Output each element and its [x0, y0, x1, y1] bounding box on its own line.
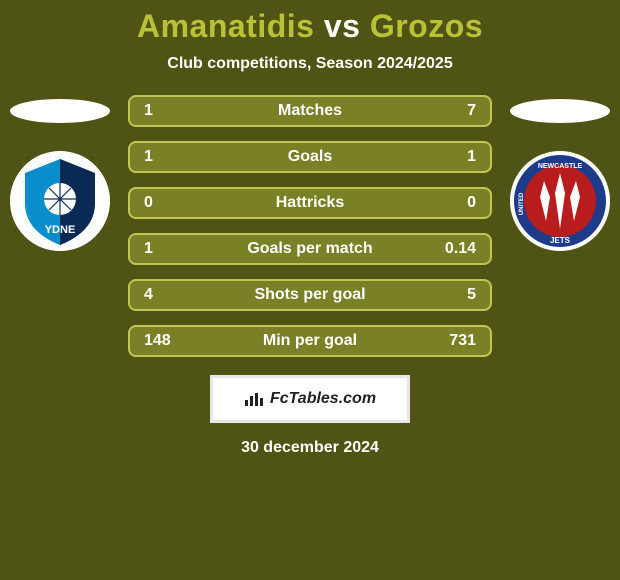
title-separator: vs [324, 8, 361, 44]
stat-label: Min per goal [200, 332, 420, 350]
stat-row-min-per-goal: 148 Min per goal 731 [128, 325, 492, 357]
date-label: 30 december 2024 [241, 439, 379, 457]
stat-row-goals: 1 Goals 1 [128, 141, 492, 173]
svg-text:UNITED: UNITED [519, 192, 525, 215]
page-title: Amanatidis vs Grozos [137, 8, 483, 45]
stat-left-value: 1 [144, 240, 200, 258]
stat-left-value: 1 [144, 148, 200, 166]
comparison-card: Amanatidis vs Grozos Club competitions, … [0, 0, 620, 580]
stat-left-value: 0 [144, 194, 200, 212]
stat-label: Goals [200, 148, 420, 166]
stat-right-value: 0 [420, 194, 476, 212]
club-logo-right: NEWCASTLE JETS UNITED [510, 151, 610, 251]
comparison-body: YDNE 1 Matches 7 1 Goals 1 0 Hattricks 0… [0, 95, 620, 357]
stat-left-value: 148 [144, 332, 200, 350]
stat-right-value: 731 [420, 332, 476, 350]
stat-row-hattricks: 0 Hattricks 0 [128, 187, 492, 219]
source-badge: FcTables.com [210, 375, 410, 423]
source-badge-text: FcTables.com [270, 390, 376, 408]
title-player-right: Grozos [370, 8, 483, 44]
stat-row-goals-per-match: 1 Goals per match 0.14 [128, 233, 492, 265]
stat-label: Goals per match [200, 240, 420, 258]
club-logo-left: YDNE [10, 151, 110, 251]
stats-table: 1 Matches 7 1 Goals 1 0 Hattricks 0 1 Go… [120, 95, 500, 357]
newcastle-jets-logo-icon: NEWCASTLE JETS UNITED [510, 151, 610, 251]
svg-text:YDNE: YDNE [45, 224, 76, 236]
stat-row-matches: 1 Matches 7 [128, 95, 492, 127]
stat-label: Shots per goal [200, 286, 420, 304]
sydney-fc-logo-icon: YDNE [10, 151, 110, 251]
title-player-left: Amanatidis [137, 8, 314, 44]
svg-text:JETS: JETS [550, 236, 571, 245]
player-right-column: NEWCASTLE JETS UNITED [500, 95, 620, 251]
stat-right-value: 5 [420, 286, 476, 304]
player-left-column: YDNE [0, 95, 120, 251]
bar-chart-icon [244, 391, 264, 407]
svg-text:NEWCASTLE: NEWCASTLE [538, 163, 583, 170]
player-left-avatar-placeholder [10, 99, 110, 123]
stat-left-value: 1 [144, 102, 200, 120]
subtitle: Club competitions, Season 2024/2025 [167, 55, 452, 73]
stat-right-value: 0.14 [420, 240, 476, 258]
stat-left-value: 4 [144, 286, 200, 304]
stat-row-shots-per-goal: 4 Shots per goal 5 [128, 279, 492, 311]
stat-right-value: 1 [420, 148, 476, 166]
stat-right-value: 7 [420, 102, 476, 120]
player-right-avatar-placeholder [510, 99, 610, 123]
stat-label: Hattricks [200, 194, 420, 212]
stat-label: Matches [200, 102, 420, 120]
